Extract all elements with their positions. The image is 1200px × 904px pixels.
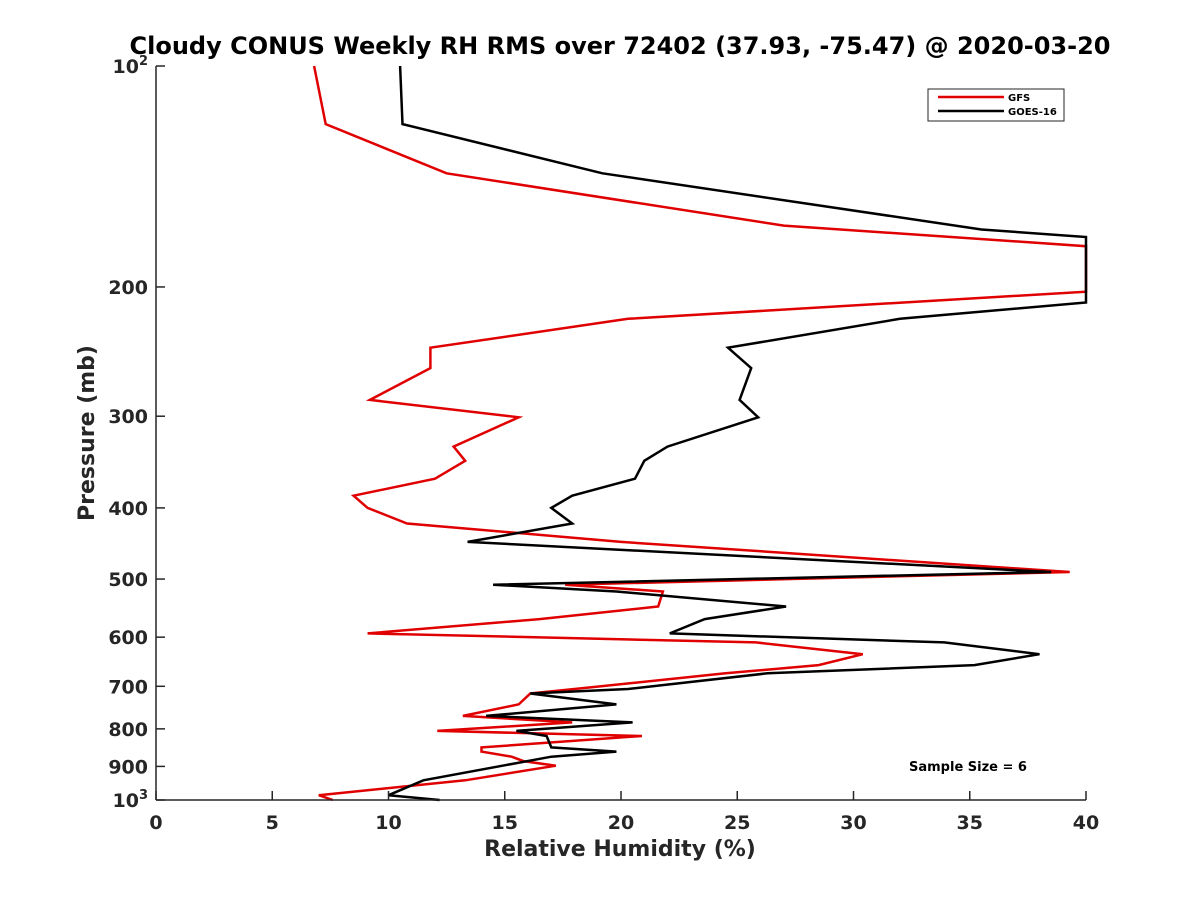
x-ticks: 0 5 10 15 20 25 30 35 40 <box>149 791 1099 834</box>
y-tick-label: 300 <box>108 406 148 428</box>
x-tick-label: 10 <box>375 812 401 834</box>
x-tick-label: 20 <box>608 812 634 834</box>
y-tick-label: 800 <box>108 719 148 741</box>
legend-label-gfs: GFS <box>1008 93 1030 104</box>
x-tick-label: 0 <box>149 812 162 834</box>
y-ticks: 102 200 300 400 500 600 700 800 900 103 <box>108 54 165 812</box>
y-tick-label: 103 <box>113 788 149 812</box>
series-line-gfs <box>312 65 1088 802</box>
legend: GFS GOES-16 <box>927 88 1065 122</box>
y-tick-label: 200 <box>108 277 148 299</box>
x-tick-label: 15 <box>492 812 518 834</box>
x-tick-label: 5 <box>266 812 279 834</box>
sample-size-annotation: Sample Size = 6 <box>909 760 1027 775</box>
series-layer <box>312 65 1088 802</box>
chart-title: Cloudy CONUS Weekly RH RMS over 72402 (3… <box>130 32 1111 60</box>
x-tick-label: 40 <box>1073 812 1099 834</box>
y-tick-label: 700 <box>108 676 148 698</box>
y-axis-label: Pressure (mb) <box>75 345 100 521</box>
legend-label-goes16: GOES-16 <box>1008 107 1057 118</box>
series-line-goes16 <box>388 65 1088 802</box>
y-tick-label: 900 <box>108 756 148 778</box>
y-tick-label: 600 <box>108 627 148 649</box>
x-tick-label: 30 <box>840 812 866 834</box>
y-tick-label: 500 <box>108 569 148 591</box>
y-tick-label: 102 <box>113 54 149 78</box>
legend-box <box>927 88 1065 122</box>
y-tick-label: 400 <box>108 498 148 520</box>
x-tick-label: 35 <box>957 812 983 834</box>
x-tick-label: 25 <box>724 812 750 834</box>
x-axis-label: Relative Humidity (%) <box>484 837 756 862</box>
